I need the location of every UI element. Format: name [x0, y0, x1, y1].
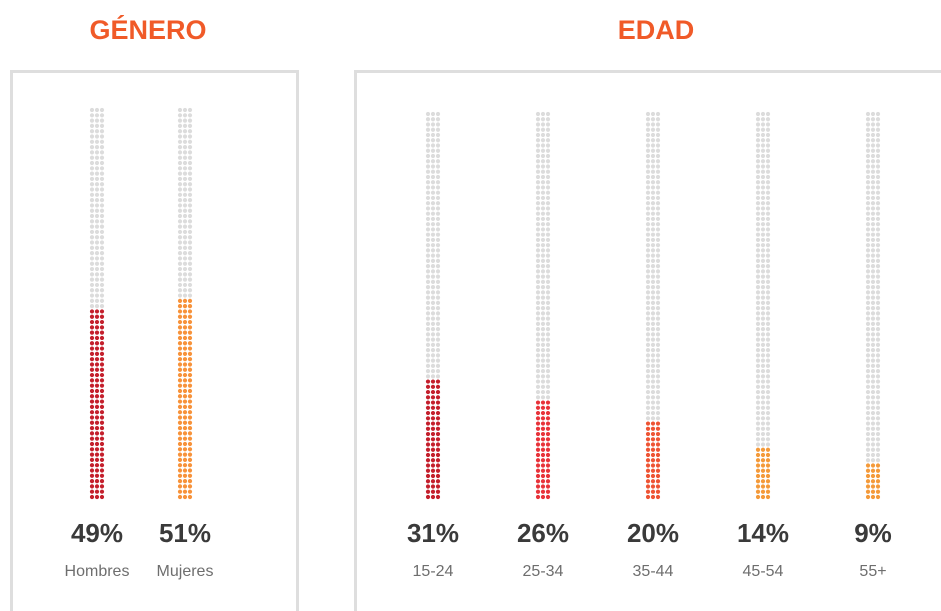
dot-column-fill — [755, 447, 771, 500]
dot-column-fill — [535, 400, 551, 500]
dot-column-fill — [645, 421, 661, 500]
dot-column-track — [89, 107, 105, 309]
category-label: Mujeres — [157, 563, 214, 580]
dot-column-track — [535, 111, 551, 400]
category-label: 15-24 — [413, 563, 454, 580]
percent-label: 20% — [627, 518, 679, 548]
dot-column-fill — [865, 463, 881, 500]
percent-label: 49% — [71, 518, 123, 548]
percent-label: 31% — [407, 518, 459, 548]
panel-title: EDAD — [618, 15, 695, 45]
dot-column-fill — [177, 298, 193, 500]
category-label: Hombres — [65, 563, 130, 580]
category-label: 35-44 — [633, 563, 674, 580]
dot-column-track — [177, 107, 193, 298]
age-panel — [354, 70, 941, 611]
percent-label: 14% — [737, 518, 789, 548]
percent-label: 26% — [517, 518, 569, 548]
category-label: 55+ — [859, 563, 886, 580]
dot-column-track — [865, 111, 881, 463]
dot-column-fill — [425, 379, 441, 500]
dot-column-fill — [89, 309, 105, 500]
gender-panel — [10, 70, 299, 611]
category-label: 45-54 — [743, 563, 784, 580]
category-label: 25-34 — [523, 563, 564, 580]
dot-column-track — [425, 111, 441, 379]
percent-label: 9% — [854, 518, 892, 548]
dot-column-track — [645, 111, 661, 421]
percent-label: 51% — [159, 518, 211, 548]
panel-title: GÉNERO — [89, 14, 206, 45]
dot-column-track — [755, 111, 771, 447]
